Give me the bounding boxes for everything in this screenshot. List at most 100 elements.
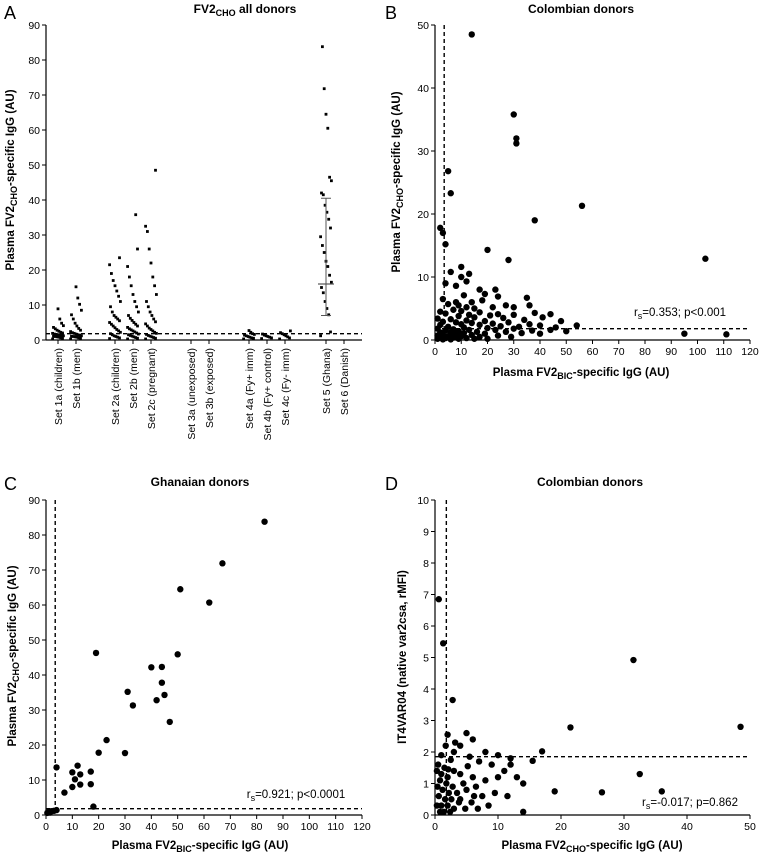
panel-b-data-point [557, 317, 565, 325]
panel-b-data-point [460, 292, 468, 299]
panel-a-data-point [112, 314, 116, 317]
panel-b-data-point [476, 286, 483, 293]
panel-b-chart: B Colombian donors Plasma FV2CHO-specifi… [385, 2, 759, 381]
panel-c-data-point [121, 749, 129, 757]
panel-d-x-tick-label: 20 [555, 821, 567, 833]
panel-d-data-point [737, 723, 744, 730]
panel-b-data-point [437, 224, 444, 232]
panel-c-data-point [103, 736, 110, 744]
panel-d-data-point [453, 789, 461, 797]
panel-d-x-tick-label: 40 [681, 821, 693, 833]
panel-c-data-point [206, 599, 213, 606]
panel-a-data-point [325, 307, 329, 310]
panel-a-data-point [247, 329, 251, 332]
panel-a-data-point [136, 247, 139, 251]
panel-a-y-tick-label: 60 [28, 125, 40, 137]
panel-a-chart: A FV2CHO all donors Plasma FV2CHO-specif… [4, 2, 362, 441]
panel-a-data-point [155, 293, 158, 296]
panel-a-data-point [118, 319, 121, 323]
panel-a-data-point [146, 324, 149, 328]
panel-c-data-point [153, 697, 160, 704]
panel-c-data-point [61, 789, 68, 796]
panel-d-data-point [475, 758, 483, 765]
panel-a-data-point [268, 335, 272, 339]
panel-a-data-point [327, 313, 331, 317]
panel-a-category-label: Set 3a (unexposed) [186, 348, 198, 440]
panel-d-data-point [444, 774, 451, 781]
panel-a-data-point [327, 217, 331, 221]
panel-a-data-point [128, 316, 132, 320]
panel-b-data-point [547, 310, 554, 318]
panel-a-data-point [146, 305, 150, 309]
panel-a-data-point [280, 332, 284, 336]
panel-d-data-point [438, 751, 445, 759]
panel-a-data-point [137, 310, 140, 314]
panel-b-data-point [471, 335, 478, 342]
panel-a-data-point [248, 335, 252, 339]
panel-b-data-point [481, 330, 489, 337]
panel-c-y-tick-label: 70 [28, 565, 40, 577]
panel-a-data-point [60, 321, 63, 325]
panel-a-category-label: Set 3b (exposed) [204, 348, 216, 428]
panel-c-x-tick-label: 60 [198, 821, 210, 833]
panel-a-y-tick-label: 70 [28, 90, 40, 102]
panel-a-data-point [144, 322, 147, 326]
panel-a-data-point [117, 329, 120, 333]
panel-a-data-point [319, 334, 322, 338]
panel-d-data-point [507, 761, 514, 768]
panel-b-data-point [463, 317, 470, 324]
panel-a-data-point [320, 191, 323, 195]
panel-b-data-point [481, 290, 489, 298]
panel-d-data-point [482, 748, 489, 756]
panel-a-data-point [133, 300, 137, 303]
panel-d-data-point [438, 770, 445, 778]
panel-d-data-point [442, 742, 449, 749]
panel-a-data-point [80, 308, 83, 312]
panel-d-data-point [468, 799, 475, 806]
panel-b-data-point [531, 217, 538, 224]
panel-a-data-point [321, 45, 324, 49]
panel-a-y-axis-label: Plasma FV2CHO-specific IgG (AU) [5, 89, 19, 270]
panel-d-data-point [446, 808, 454, 816]
panel-d-data-point [436, 777, 444, 784]
panel-b-x-tick-label: 80 [639, 346, 651, 358]
panel-a-data-point [150, 335, 154, 339]
panel-b-data-point [463, 334, 470, 342]
panel-d-y-tick-label: 7 [423, 590, 429, 602]
panel-c-data-point [50, 807, 58, 814]
panel-a-data-point [128, 334, 132, 337]
panel-d-y-tick-label: 3 [423, 716, 429, 728]
panel-d-data-point [433, 802, 441, 809]
panel-d-data-point [463, 786, 470, 793]
panel-a-data-point [53, 335, 57, 338]
panel-a-category-label: Set 4c (Fy- imm) [280, 348, 292, 426]
panel-d-data-point [434, 783, 441, 790]
panel-a-data-point [77, 327, 81, 330]
panel-c-data-point [71, 776, 79, 783]
panel-b-y-tick-label: 50 [417, 20, 429, 32]
panel-c-chart: C Ghanaian donors Plasma FV2CHO-specific… [4, 474, 371, 854]
panel-a-data-point [152, 317, 156, 321]
panel-b-data-point [463, 304, 470, 311]
panel-d-y-tick-label: 2 [423, 747, 429, 759]
panel-d-data-point [438, 802, 445, 809]
panel-b-data-point [723, 331, 730, 338]
panel-a-data-point [323, 300, 327, 303]
panel-c-data-point [166, 718, 173, 726]
panel-b-data-point [536, 322, 544, 329]
panel-d-data-point [436, 808, 444, 816]
panel-d-data-point [439, 786, 446, 793]
panel-b-data-point [465, 311, 473, 318]
panel-b-data-point [702, 255, 709, 262]
panel-a-data-point [330, 280, 333, 284]
panel-b-y-tick-label: 20 [417, 209, 429, 221]
panel-c-data-point [53, 764, 60, 771]
panel-d-data-point [457, 770, 464, 778]
panel-a-data-point [73, 321, 77, 325]
panel-b-data-point [497, 322, 504, 330]
panel-d-data-point [513, 774, 521, 781]
panel-d-data-point [444, 731, 451, 738]
panel-a-data-point [110, 272, 113, 275]
panel-a-title: FV2CHO all donors [194, 2, 297, 18]
panel-a-data-point [329, 226, 332, 230]
